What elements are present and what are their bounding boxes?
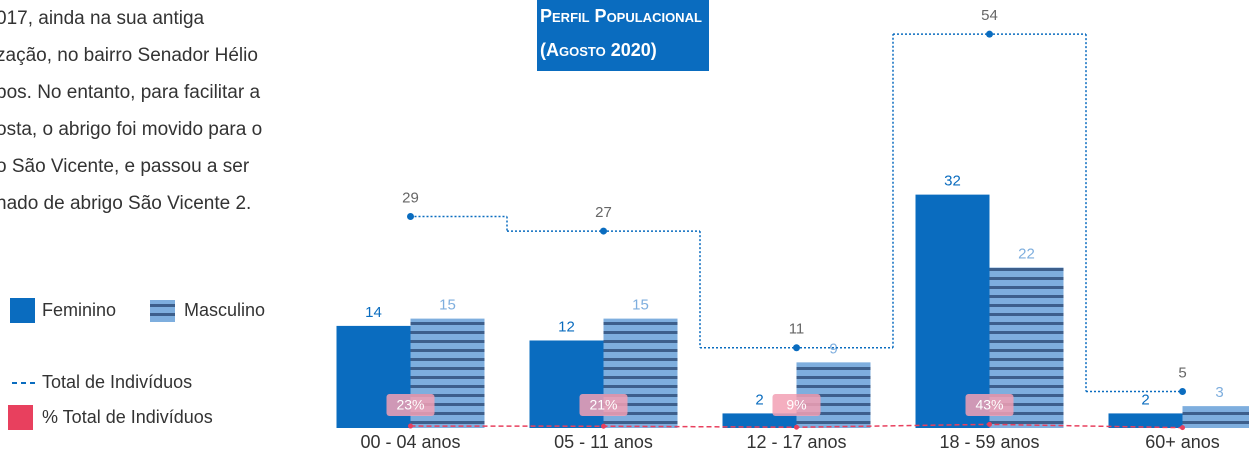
total-dot <box>793 344 800 352</box>
total-dot <box>407 213 414 220</box>
legend-swatch <box>10 298 35 323</box>
chart-title: Perfil Populacional <box>540 6 702 26</box>
percent-label: 23% <box>396 397 424 413</box>
legend-label: Total de Indivíduos <box>42 372 192 392</box>
x-tick-label: 12 - 17 anos <box>746 432 846 452</box>
bar <box>915 194 990 428</box>
percent-label: 43% <box>975 397 1003 413</box>
text-line: pos. No entanto, para facilitar a <box>0 82 261 103</box>
data-label: 12 <box>558 318 575 335</box>
total-label: 11 <box>789 321 805 338</box>
total-label: 27 <box>595 204 612 221</box>
title-box <box>537 0 709 71</box>
data-label: 14 <box>365 304 382 321</box>
legend-label: Masculino <box>184 300 265 320</box>
percent-dot <box>601 423 606 429</box>
x-tick-label: 00 - 04 anos <box>360 432 460 452</box>
data-label: 2 <box>1141 391 1149 408</box>
chart-subtitle: (Agosto 2020) <box>540 40 657 60</box>
total-label: 54 <box>981 7 998 24</box>
data-label: 22 <box>1018 246 1035 263</box>
bar <box>1108 413 1183 428</box>
data-label: 3 <box>1215 384 1223 401</box>
bar <box>1182 406 1249 428</box>
bar <box>722 413 797 428</box>
text-line: nado de abrigo São Vicente 2. <box>0 193 252 214</box>
percent-dot <box>794 424 799 430</box>
text-line: osta, o abrigo foi movido para o <box>0 119 263 140</box>
percent-label-box <box>772 394 821 416</box>
text-line: 017, ainda na sua antiga <box>0 8 205 29</box>
x-tick-label: 05 - 11 anos <box>554 432 653 452</box>
x-tick-label: 60+ anos <box>1145 432 1220 452</box>
percent-dot <box>987 421 992 427</box>
percent-dot <box>1180 425 1185 431</box>
data-label: 15 <box>632 297 649 314</box>
data-label: 2 <box>755 391 763 408</box>
text-line: zação, no bairro Senador Hélio <box>0 45 258 66</box>
legend-label: Feminino <box>42 300 116 320</box>
legend-label: % Total de Indivíduos <box>42 407 213 427</box>
total-label: 5 <box>1178 365 1186 382</box>
text-line: o São Vicente, e passou a ser <box>0 156 250 177</box>
data-label: 9 <box>829 340 837 357</box>
total-dot <box>600 227 607 235</box>
body-text: 017, ainda na sua antiga zação, no bairr… <box>0 0 386 222</box>
percent-label-box <box>579 394 628 416</box>
total-label: 29 <box>402 189 419 206</box>
total-dot <box>1179 388 1186 396</box>
data-label: 15 <box>439 297 456 314</box>
percent-label-box <box>386 394 435 416</box>
percent-label: 21% <box>589 397 617 413</box>
percent-label: 9% <box>786 397 806 413</box>
x-tick-label: 18 - 59 anos <box>939 432 1039 452</box>
percent-dot <box>408 423 413 429</box>
legend-swatch <box>8 405 33 430</box>
total-dot <box>986 30 993 38</box>
data-label: 32 <box>944 173 961 190</box>
percent-label-box <box>965 394 1014 416</box>
legend-swatch <box>150 300 175 322</box>
